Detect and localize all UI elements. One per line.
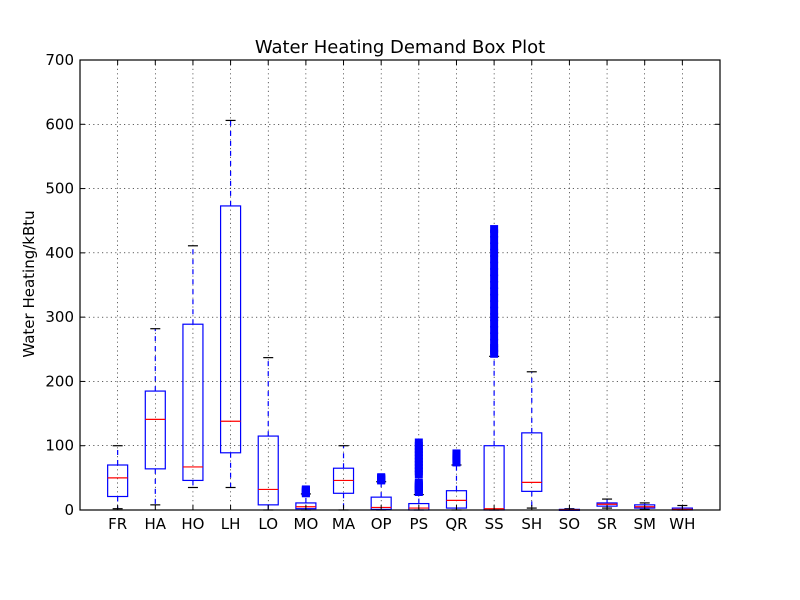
- flier-point: [490, 261, 499, 270]
- flier-point: [301, 485, 310, 494]
- box-ps: [408, 438, 430, 511]
- box-ho: [182, 245, 204, 489]
- flier-point: [377, 473, 386, 482]
- plot-area: [107, 119, 693, 511]
- y-tick-label: 0: [64, 501, 74, 519]
- box-sh: [521, 371, 543, 509]
- x-tick-label: SO: [559, 515, 580, 533]
- x-tick-label: MA: [332, 515, 356, 533]
- box-lh: [219, 119, 242, 489]
- y-tick-label: 100: [45, 437, 74, 455]
- flier-point: [490, 236, 499, 244]
- y-tick-label: 500: [45, 180, 74, 198]
- iqr-box: [219, 205, 242, 454]
- box-fr: [107, 445, 129, 510]
- flier-point: [490, 306, 499, 315]
- flier-point: [490, 332, 499, 341]
- x-tick-label: LO: [258, 515, 278, 533]
- flier-point: [452, 449, 461, 458]
- x-tick-label: SS: [485, 515, 504, 533]
- x-tick-label: HO: [181, 515, 204, 533]
- flier-point: [490, 326, 499, 334]
- y-tick-label: 600: [45, 115, 74, 133]
- iqr-box: [107, 464, 129, 498]
- box-ha: [144, 328, 166, 506]
- flier-point: [490, 344, 499, 352]
- box-sm: [634, 502, 656, 510]
- grid-lines: [80, 60, 720, 510]
- axes: 0 100 200 300 400 500 600 700 FR HA HO LH LO MO MA OP PS…: [45, 51, 720, 533]
- plot-frame: [79, 59, 721, 511]
- x-tick-label: FR: [108, 515, 127, 533]
- chart-title: Water Heating Demand Box Plot: [255, 37, 545, 58]
- y-tick-label: 300: [45, 308, 74, 326]
- y-tick-label: 700: [45, 51, 74, 69]
- x-tick-label: WH: [669, 515, 695, 533]
- flier-point: [490, 248, 499, 257]
- iqr-box: [144, 390, 166, 470]
- x-tick-label: SH: [521, 515, 542, 533]
- iqr-box: [257, 435, 279, 506]
- flier-point: [490, 274, 499, 283]
- x-tick-label: HA: [145, 515, 167, 533]
- y-axis-label: Water Heating/kBtu: [20, 210, 38, 357]
- flier-point: [490, 268, 499, 277]
- flier-point: [490, 229, 499, 238]
- flier-point: [490, 319, 499, 328]
- x-tick-label: OP: [371, 515, 392, 533]
- box-ss: [483, 225, 505, 511]
- y-tick-label: 400: [45, 244, 74, 262]
- flier-point: [414, 479, 423, 487]
- x-tick-label: SR: [597, 515, 617, 533]
- flier-point: [490, 255, 499, 264]
- x-tick-label: LH: [221, 515, 241, 533]
- flier-point: [490, 287, 499, 296]
- flier-point: [490, 313, 499, 322]
- flier-point: [490, 242, 499, 251]
- iqr-box: [521, 432, 543, 492]
- iqr-box: [182, 323, 204, 482]
- flier-point: [490, 293, 499, 302]
- flier-point: [490, 281, 499, 289]
- flier-point: [490, 338, 499, 347]
- x-tick-label: SM: [633, 515, 655, 533]
- x-tick-label: PS: [410, 515, 429, 533]
- flier-point: [490, 300, 499, 309]
- flier-point: [490, 225, 499, 234]
- box-qr: [445, 449, 468, 511]
- flier-point: [414, 438, 423, 447]
- y-tick-label: 200: [45, 372, 74, 390]
- x-tick-label: QR: [445, 515, 467, 533]
- x-tick-label: MO: [294, 515, 319, 533]
